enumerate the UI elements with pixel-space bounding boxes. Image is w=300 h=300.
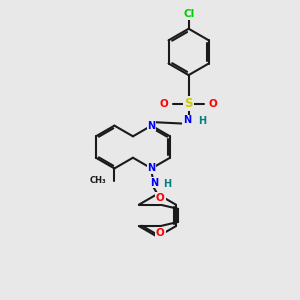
Text: N: N: [150, 178, 158, 188]
Text: N: N: [147, 121, 155, 130]
Text: CH₃: CH₃: [89, 176, 106, 185]
Text: H: H: [198, 116, 206, 126]
Text: N: N: [183, 115, 191, 125]
Text: O: O: [156, 228, 165, 238]
Text: O: O: [156, 193, 165, 203]
Text: Cl: Cl: [183, 9, 194, 19]
Text: N: N: [147, 164, 155, 173]
Text: H: H: [163, 179, 171, 189]
Text: S: S: [184, 98, 193, 110]
Text: O: O: [209, 99, 218, 109]
Text: O: O: [160, 99, 168, 109]
